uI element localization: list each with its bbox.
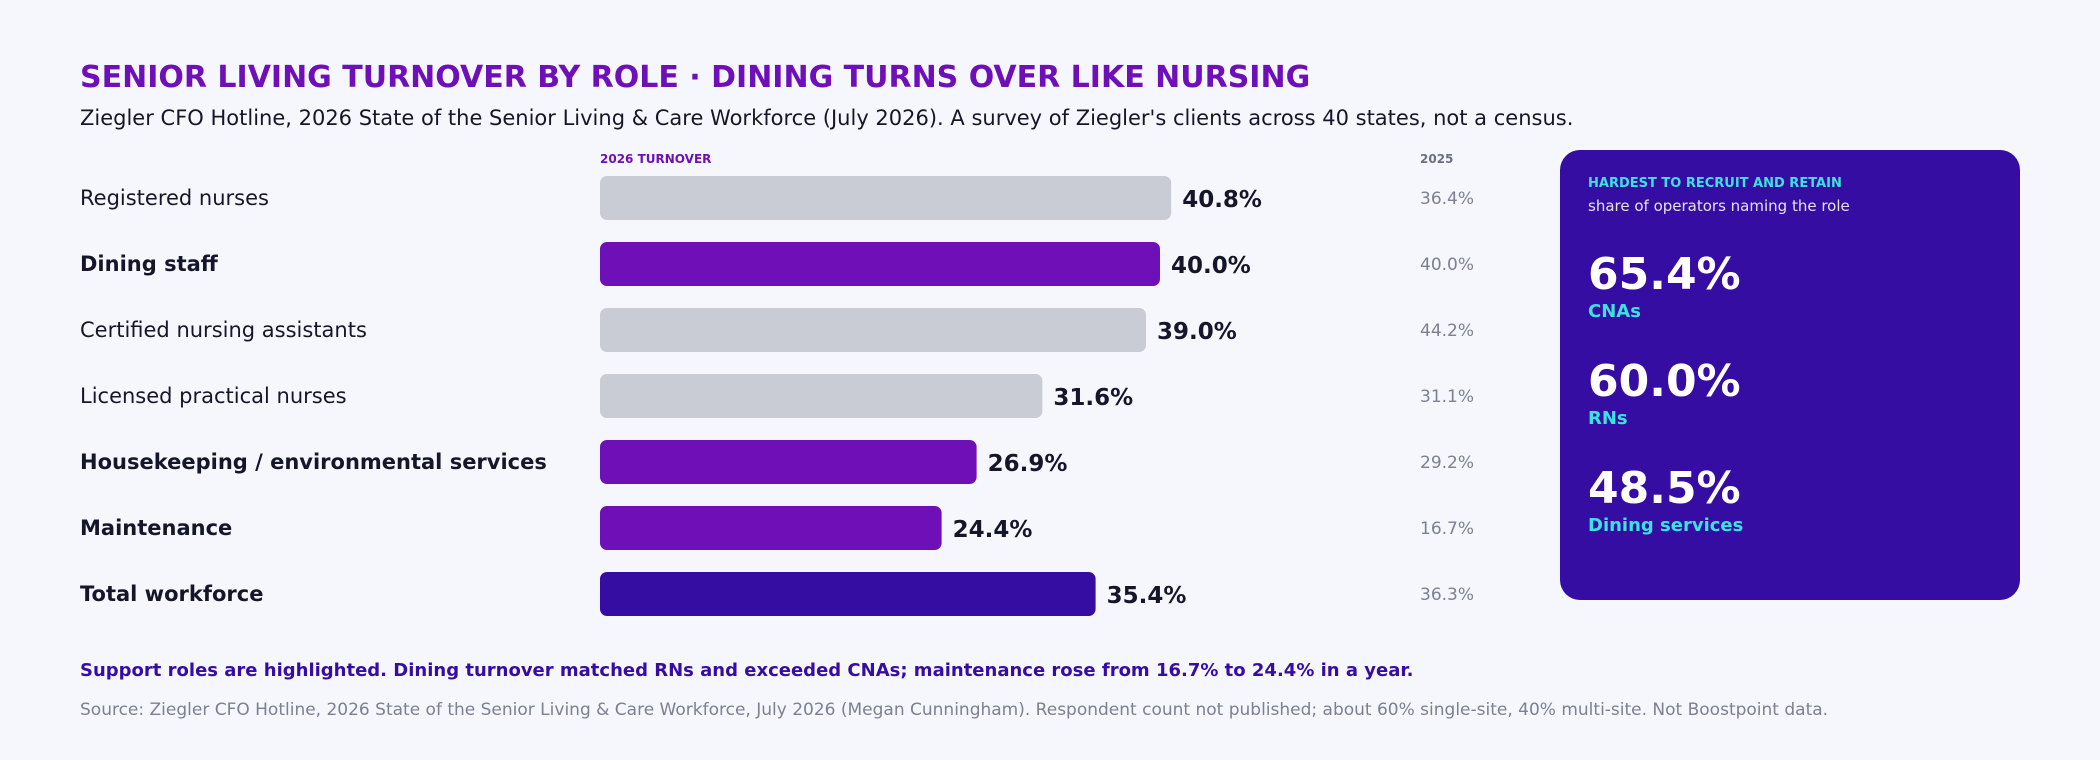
value-label-certified-nursing-assistants: 39.0% <box>1157 319 1237 345</box>
stat-cnas: 65.4% CNAs <box>1588 249 1992 323</box>
stat-value: 65.4% <box>1588 249 1741 300</box>
previous-value-dining-staff: 40.0% <box>1420 255 1474 275</box>
value-label-total-workforce: 35.4% <box>1107 583 1187 609</box>
current-column-header: 2026 TURNOVER <box>600 152 712 166</box>
stat-dining: 48.5% Dining services <box>1588 463 1992 537</box>
chart-note: Support roles are highlighted. Dining tu… <box>80 660 1414 681</box>
bar-registered-nurses <box>600 176 1172 220</box>
stat-rns: 60.0% RNs <box>1588 356 1992 430</box>
chart-subtitle: Ziegler CFO Hotline, 2026 State of the S… <box>80 106 1574 130</box>
previous-value-maintenance: 16.7% <box>1420 519 1474 539</box>
chart-source: Source: Ziegler CFO Hotline, 2026 State … <box>80 700 1829 720</box>
value-label-registered-nurses: 40.8% <box>1182 187 1262 213</box>
category-label-certified-nursing-assistants: Certified nursing assistants <box>80 318 367 342</box>
recruit-retain-panel: HARDEST TO RECRUIT AND RETAIN share of o… <box>1560 150 2020 600</box>
panel-title: HARDEST TO RECRUIT AND RETAIN <box>1588 176 1842 191</box>
stat-label: RNs <box>1588 408 1628 429</box>
value-label-licensed-practical-nurses: 31.6% <box>1053 385 1133 411</box>
category-label-registered-nurses: Registered nurses <box>80 186 269 210</box>
stat-label: CNAs <box>1588 301 1641 322</box>
value-label-maintenance: 24.4% <box>953 517 1033 543</box>
bar-maintenance <box>600 506 942 550</box>
previous-value-registered-nurses: 36.4% <box>1420 189 1474 209</box>
chart-title: SENIOR LIVING TURNOVER BY ROLE · DINING … <box>80 60 1311 95</box>
category-label-housekeeping-environmental-services: Housekeeping / environmental services <box>80 450 547 474</box>
stat-label: Dining services <box>1588 515 1744 536</box>
turnover-bar-chart: Registered nurses 40.8% 36.4% Dining staff 4… <box>80 176 1474 616</box>
stat-value: 48.5% <box>1588 463 1741 514</box>
previous-value-housekeeping-environmental-services: 29.2% <box>1420 453 1474 473</box>
category-label-dining-staff: Dining staff <box>80 252 219 276</box>
bar-housekeeping-environmental-services <box>600 440 977 484</box>
previous-value-total-workforce: 36.3% <box>1420 585 1474 605</box>
value-label-dining-staff: 40.0% <box>1171 253 1251 279</box>
previous-value-licensed-practical-nurses: 31.1% <box>1420 387 1474 407</box>
bar-licensed-practical-nurses <box>600 374 1043 418</box>
stat-value: 60.0% <box>1588 356 1741 407</box>
panel-subtitle: share of operators naming the role <box>1588 197 1850 215</box>
category-label-maintenance: Maintenance <box>80 516 232 540</box>
category-label-licensed-practical-nurses: Licensed practical nurses <box>80 384 347 408</box>
bar-certified-nursing-assistants <box>600 308 1146 352</box>
bar-total-workforce <box>600 572 1096 616</box>
value-label-housekeeping-environmental-services: 26.9% <box>988 451 1068 477</box>
category-label-total-workforce: Total workforce <box>80 582 263 606</box>
previous-column-header: 2025 <box>1420 152 1454 166</box>
previous-value-certified-nursing-assistants: 44.2% <box>1420 321 1474 341</box>
bar-dining-staff <box>600 242 1160 286</box>
